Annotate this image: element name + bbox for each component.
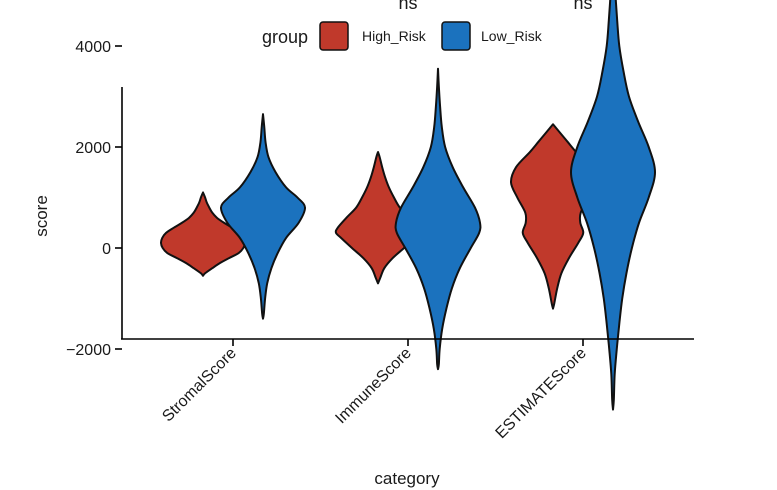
y-tick-label: −2000 <box>66 342 111 359</box>
legend-swatch-low-risk <box>441 21 471 51</box>
significance-label: * <box>224 0 231 6</box>
x-axis-title: category <box>374 469 440 488</box>
legend-swatch-high-risk <box>319 21 349 51</box>
significance-label: ns <box>398 0 417 13</box>
violin-low-risk-stromalscore <box>220 113 306 320</box>
legend-title: group <box>262 27 308 47</box>
legend-label-high-risk: High_Risk <box>362 28 427 44</box>
x-tick-label-stromal: StromalScore <box>159 345 240 426</box>
y-axis: −2000 0 2000 4000 6000 <box>66 39 122 359</box>
violin-layer <box>159 0 656 411</box>
x-tick-label-immune: ImmuneScore <box>332 345 415 428</box>
y-tick-label: 4000 <box>75 39 111 56</box>
y-tick-label: 2000 <box>75 140 111 157</box>
legend-label-low-risk: Low_Risk <box>481 28 543 44</box>
violin-low-risk-immunescore <box>394 67 482 371</box>
significance-label: ns <box>573 0 592 13</box>
violin-low-risk-estimatescore <box>570 0 656 411</box>
legend: group High_Risk Low_Risk <box>262 21 543 51</box>
x-axis: StromalScore ImmuneScore ESTIMATEScore <box>159 339 590 442</box>
x-tick-label-estimate: ESTIMATEScore <box>493 345 590 442</box>
violin-high-risk-stromalscore <box>159 191 247 277</box>
y-axis-title: score <box>32 195 51 237</box>
y-tick-label: 0 <box>102 241 111 258</box>
